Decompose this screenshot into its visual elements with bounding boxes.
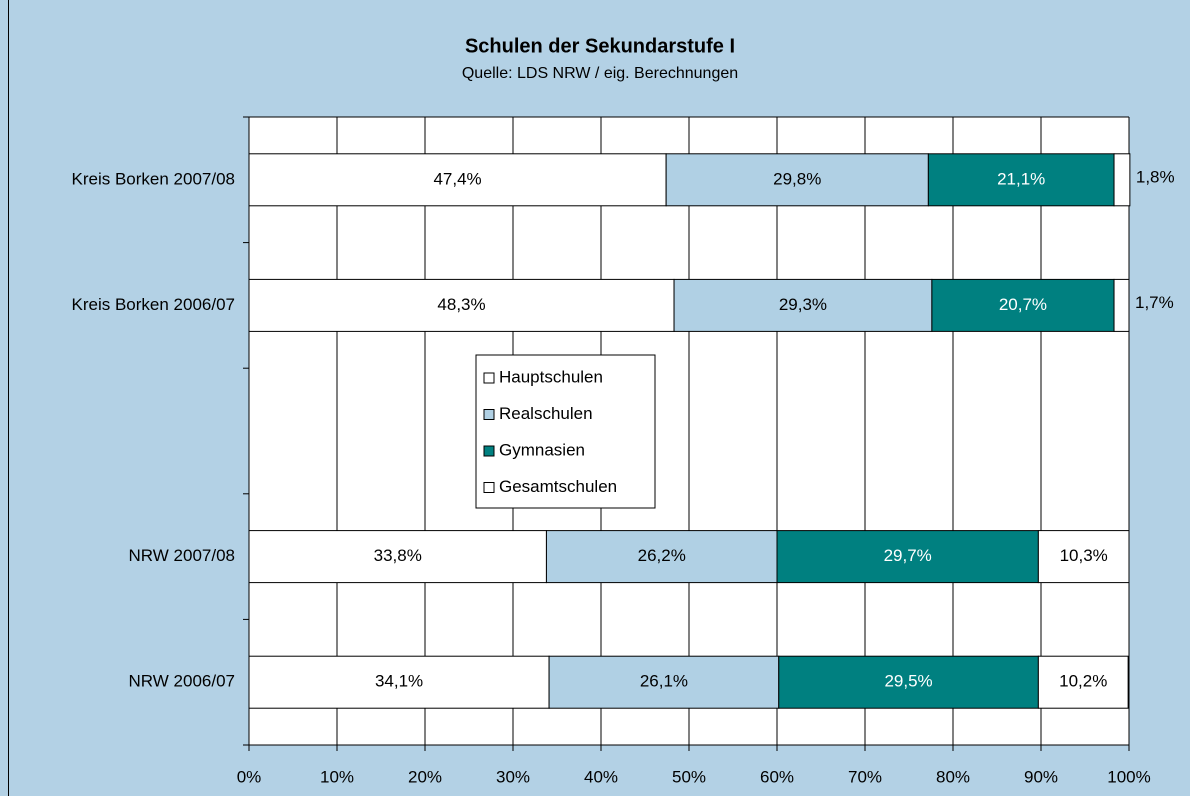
data-label: 33,8% <box>374 546 422 565</box>
bar-segment <box>248 655 550 709</box>
bar-segment <box>1113 153 1131 207</box>
bar-segment <box>931 278 1115 332</box>
y-tick-label: NRW 2007/08 <box>129 546 235 565</box>
data-label: 29,8% <box>773 169 821 188</box>
x-tick-label: 70% <box>848 767 882 786</box>
bar-segment <box>665 153 929 207</box>
x-tick-label: 0% <box>237 767 262 786</box>
bar-segment <box>1037 655 1129 709</box>
bar-segment <box>248 153 667 207</box>
legend-swatch <box>483 482 495 493</box>
data-label: 10,2% <box>1059 672 1107 691</box>
x-tick-label: 60% <box>760 767 794 786</box>
legend-label: Gesamtschulen <box>499 477 617 496</box>
x-tick-label: 20% <box>408 767 442 786</box>
data-label: 29,7% <box>884 546 932 565</box>
data-label: 20,7% <box>999 295 1047 314</box>
bar-segment <box>248 530 547 584</box>
legend-swatch <box>483 409 495 420</box>
data-label: 29,3% <box>779 295 827 314</box>
bar-segment <box>248 278 675 332</box>
x-tick-label: 30% <box>496 767 530 786</box>
legend-swatch <box>483 445 495 457</box>
bar-segment <box>927 153 1115 207</box>
data-label: 47,4% <box>433 169 481 188</box>
x-tick-label: 80% <box>936 767 970 786</box>
x-tick-label: 90% <box>1024 767 1058 786</box>
y-tick-label: Kreis Borken 2006/07 <box>72 295 236 314</box>
x-tick-label: 10% <box>320 767 354 786</box>
legend-label: Hauptschulen <box>499 367 603 386</box>
chart-subtitle: Quelle: LDS NRW / eig. Berechnungen <box>462 65 738 82</box>
legend-box <box>475 354 656 509</box>
chart-title: Schulen der Sekundarstufe I <box>465 35 735 57</box>
data-label: 26,2% <box>638 546 686 565</box>
x-tick-label: 40% <box>584 767 618 786</box>
legend-label: Gymnasien <box>499 440 585 459</box>
data-label: 48,3% <box>437 295 485 314</box>
bar-segment <box>548 655 780 709</box>
data-label: 29,5% <box>884 672 932 691</box>
y-tick-label: NRW 2006/07 <box>129 672 235 691</box>
bar-segment <box>1037 530 1130 584</box>
legend-label: Realschulen <box>499 404 593 423</box>
data-label: 26,1% <box>640 672 688 691</box>
y-tick-label: Kreis Borken 2007/08 <box>72 169 236 188</box>
bar-segment <box>673 278 933 332</box>
bar-segment <box>776 530 1039 584</box>
bar-segment <box>545 530 778 584</box>
data-label: 1,7% <box>1135 293 1174 312</box>
bar-segment <box>1113 278 1130 332</box>
legend-swatch <box>483 372 495 384</box>
data-label: 10,3% <box>1060 546 1108 565</box>
x-tick-label: 100% <box>1107 767 1150 786</box>
data-label: 34,1% <box>375 672 423 691</box>
x-tick-label: 50% <box>672 767 706 786</box>
data-label: 21,1% <box>997 169 1045 188</box>
data-label: 1,8% <box>1136 167 1175 186</box>
